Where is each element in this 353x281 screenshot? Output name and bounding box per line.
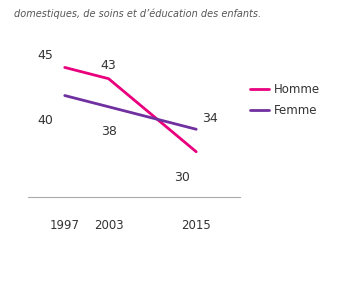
Text: 30: 30: [174, 171, 190, 184]
Text: 1997: 1997: [50, 219, 80, 232]
Text: 2015: 2015: [181, 219, 211, 232]
Text: 45: 45: [37, 49, 53, 62]
Text: 2003: 2003: [94, 219, 124, 232]
Legend: Homme, Femme: Homme, Femme: [250, 83, 320, 117]
Text: 34: 34: [202, 112, 218, 125]
Text: domestiques, de soins et d’éducation des enfants.: domestiques, de soins et d’éducation des…: [14, 8, 261, 19]
Text: 43: 43: [101, 59, 116, 72]
Text: 40: 40: [37, 114, 53, 127]
Homme: [107, 77, 111, 80]
Femme: [62, 94, 67, 97]
Homme: [62, 66, 67, 69]
Line: Femme: Femme: [65, 96, 196, 129]
Line: Homme: Homme: [65, 67, 196, 152]
Femme: [107, 105, 111, 108]
Homme: [194, 150, 198, 153]
Femme: [194, 128, 198, 131]
Text: 38: 38: [101, 125, 116, 138]
